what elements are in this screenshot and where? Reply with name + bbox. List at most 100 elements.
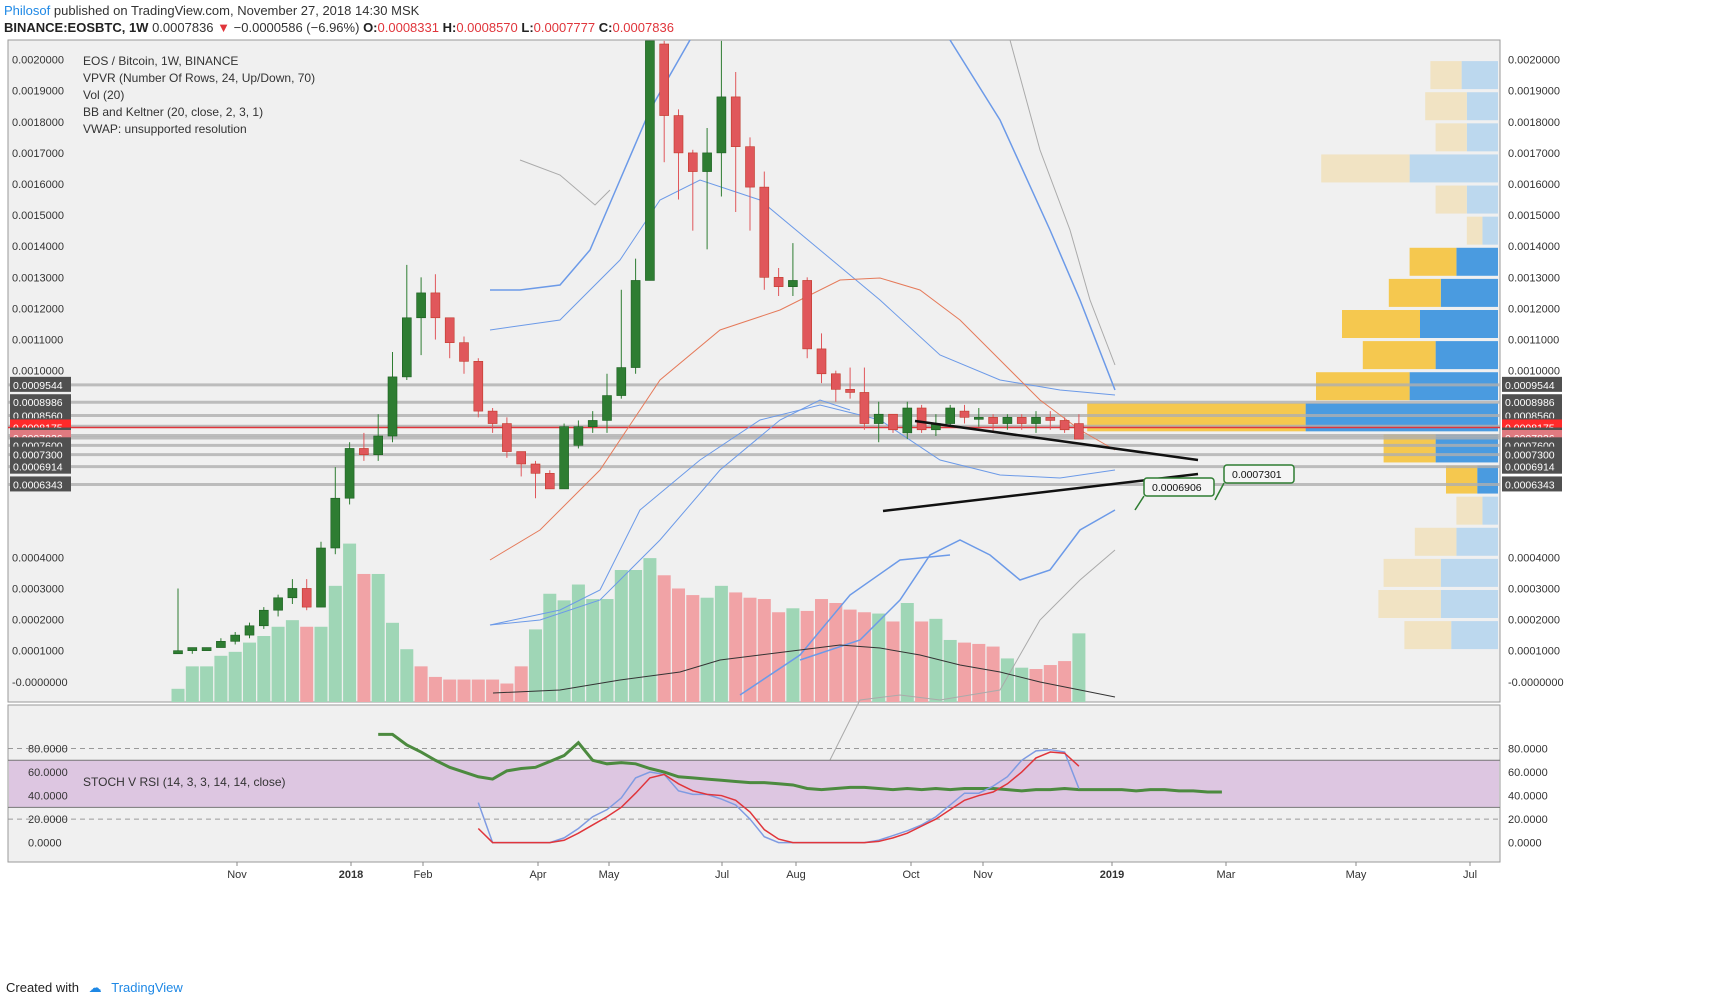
volume-bar [857, 612, 871, 702]
vpvr-up-bar [1456, 496, 1483, 525]
vpvr-up-bar [1404, 621, 1452, 650]
vpvr-down-bar [1456, 247, 1498, 276]
candle-up [945, 407, 956, 424]
level-label-bg-left [10, 376, 71, 392]
price-tick-left: 0.0014000 [12, 241, 64, 253]
candle-up [316, 547, 326, 608]
level-label-right: 0.0007300 [1505, 450, 1555, 462]
volume-bar [1000, 658, 1014, 702]
x-axis-label: Jul [1463, 869, 1477, 881]
volume-bar [300, 626, 314, 702]
chart-header: Philosof published on TradingView.com, N… [4, 2, 674, 36]
close-label: C: [598, 20, 613, 35]
candle-down [1074, 423, 1084, 440]
candle-up [902, 407, 913, 434]
legend-item: VWAP: unsupported resolution [83, 122, 247, 136]
callout-text-lower: 0.0006906 [1152, 482, 1202, 494]
candle-down [916, 407, 927, 431]
price-tick-left: -0.0000000 [12, 677, 68, 689]
volume-bar [614, 570, 628, 702]
author-link[interactable]: Philosof [4, 3, 51, 18]
candle-down [487, 410, 498, 424]
volume-bar [886, 621, 900, 702]
volume-bar [972, 643, 986, 702]
level-label-right: 0.0008986 [1505, 397, 1555, 409]
low-value: 0.0007777 [533, 20, 596, 35]
price-tick-right: 0.0011000 [1508, 335, 1559, 347]
volume-bar [815, 599, 828, 702]
vpvr-up-bar [1446, 465, 1478, 494]
volume-bar [843, 609, 857, 702]
stoch-tick-left: 80.0000 [28, 744, 68, 756]
x-axis-label: Feb [414, 869, 433, 881]
candle-down [301, 588, 312, 608]
vpvr-up-bar [1435, 185, 1467, 214]
stoch-tick-left: 20.0000 [28, 814, 68, 826]
level-label-bg-left [10, 446, 71, 462]
volume-bar [786, 608, 800, 702]
level-label-left: 0.0009544 [13, 380, 63, 392]
bb-lower-line [739, 554, 951, 696]
price-tick-left: 0.0019000 [12, 86, 64, 98]
volume-bar [800, 610, 814, 702]
candle-down [730, 96, 741, 147]
volume-bar [657, 575, 671, 702]
candle-down [1059, 420, 1070, 431]
level-label-bg-left [10, 458, 71, 474]
volume-bar [443, 679, 457, 702]
volume-bar [1043, 665, 1057, 702]
price-tick-left: 0.0012000 [12, 303, 64, 315]
candle-up [716, 96, 727, 154]
candle-down [459, 342, 469, 362]
vpvr-down-bar [1482, 496, 1498, 525]
stoch-tick-right: 0.0000 [1508, 838, 1542, 850]
volume-bar [700, 597, 714, 702]
price-tick-left: 0.0013000 [12, 272, 64, 284]
vpvr-down-bar [1456, 527, 1498, 556]
price-tick-left: 0.0002000 [12, 615, 64, 627]
price-tick-right: 0.0010000 [1508, 366, 1560, 378]
vpvr-down-bar [1435, 341, 1498, 370]
candle-down [473, 361, 484, 412]
x-axis-label: May [599, 869, 620, 881]
candle-down [530, 463, 541, 474]
volume-bar [314, 626, 328, 702]
volume-ma-line [492, 644, 1116, 698]
volume-bar [414, 666, 428, 702]
volume-bar [543, 593, 557, 702]
legend-item: VPVR (Number Of Rows, 24, Up/Down, 70) [83, 71, 315, 85]
level-label-left: 0.0007300 [13, 450, 63, 462]
x-axis-label: Aug [786, 869, 806, 881]
candle-down [444, 317, 455, 343]
symbol-label: BINANCE:EOSBTC, 1W [4, 20, 149, 35]
price-tick-left: 0.0011000 [12, 335, 63, 347]
level-label-bg-right [1502, 476, 1562, 492]
level-label-bg-left [10, 476, 71, 492]
volume-bar [257, 636, 271, 702]
candle-down [773, 277, 784, 287]
close-value: 0.0007836 [612, 20, 674, 35]
volume-bar [486, 679, 500, 702]
triangle-upper-line [914, 419, 1199, 462]
candle-up [559, 426, 569, 490]
vpvr-down-bar [1466, 92, 1498, 121]
vpvr-up-bar [1378, 590, 1441, 618]
candle-up [1002, 417, 1013, 424]
vpvr-down-bar [1477, 465, 1498, 494]
level-label-right: 0.0006914 [1505, 462, 1555, 474]
stoch-tick-left: 0.0000 [28, 838, 62, 850]
volume-bar [714, 585, 728, 702]
candle-up [287, 588, 298, 599]
tradingview-link[interactable]: TradingView [111, 980, 183, 995]
candle-up [387, 376, 398, 437]
price-tick-left: 0.0015000 [12, 210, 64, 222]
volume-bar [557, 600, 571, 702]
stoch-tick-left: 40.0000 [28, 791, 68, 803]
volume-bar [686, 595, 700, 702]
volume-bar [285, 620, 299, 702]
price-tick-right: 0.0003000 [1508, 583, 1560, 595]
price-tick-right: 0.0002000 [1508, 615, 1560, 627]
bb-lower-inner-line [489, 399, 851, 626]
price-tick-left: 0.0010000 [12, 366, 64, 378]
